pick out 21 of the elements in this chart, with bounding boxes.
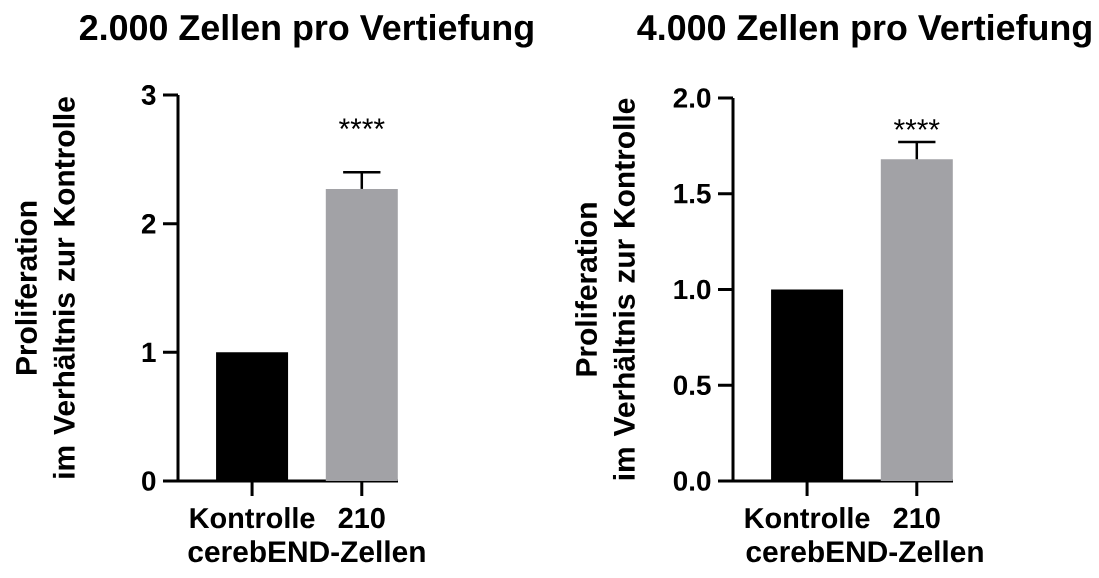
y-axis-title: Proliferation im Verhältnis zur Kontrolle (15, 97, 75, 478)
y-tick-label: 1.0 (674, 279, 711, 300)
y-tick-label: 0 (142, 471, 156, 491)
chart-title: 4.000 Zellen pro Vertiefung (637, 14, 1091, 48)
y-tick-label: 2.0 (673, 88, 711, 108)
y-axis-title: Proliferation im Verhältnis zur Kontrolle (575, 98, 635, 480)
x-axis-title: cerebEND-Zellen (746, 540, 983, 563)
x-tick-label: Kontrolle (745, 507, 870, 529)
annotation: **** (339, 118, 385, 129)
y-tick-label: 1.5 (674, 184, 711, 204)
x-axis-title: cerebEND-Zellen (188, 540, 425, 563)
y-tick-label: 2 (141, 213, 156, 234)
x-tick-label: 210 (338, 507, 385, 529)
chart-title: 2.000 Zellen pro Vertiefung (79, 14, 533, 48)
y-tick-label: 3 (141, 85, 156, 105)
y-tick-label: 0.0 (673, 471, 711, 491)
annotation: **** (894, 119, 940, 130)
x-tick-label: 210 (893, 507, 940, 529)
y-tick-label: 0.5 (673, 375, 711, 396)
y-tick-label: 1 (142, 342, 156, 362)
x-tick-label: Kontrolle (190, 507, 315, 529)
